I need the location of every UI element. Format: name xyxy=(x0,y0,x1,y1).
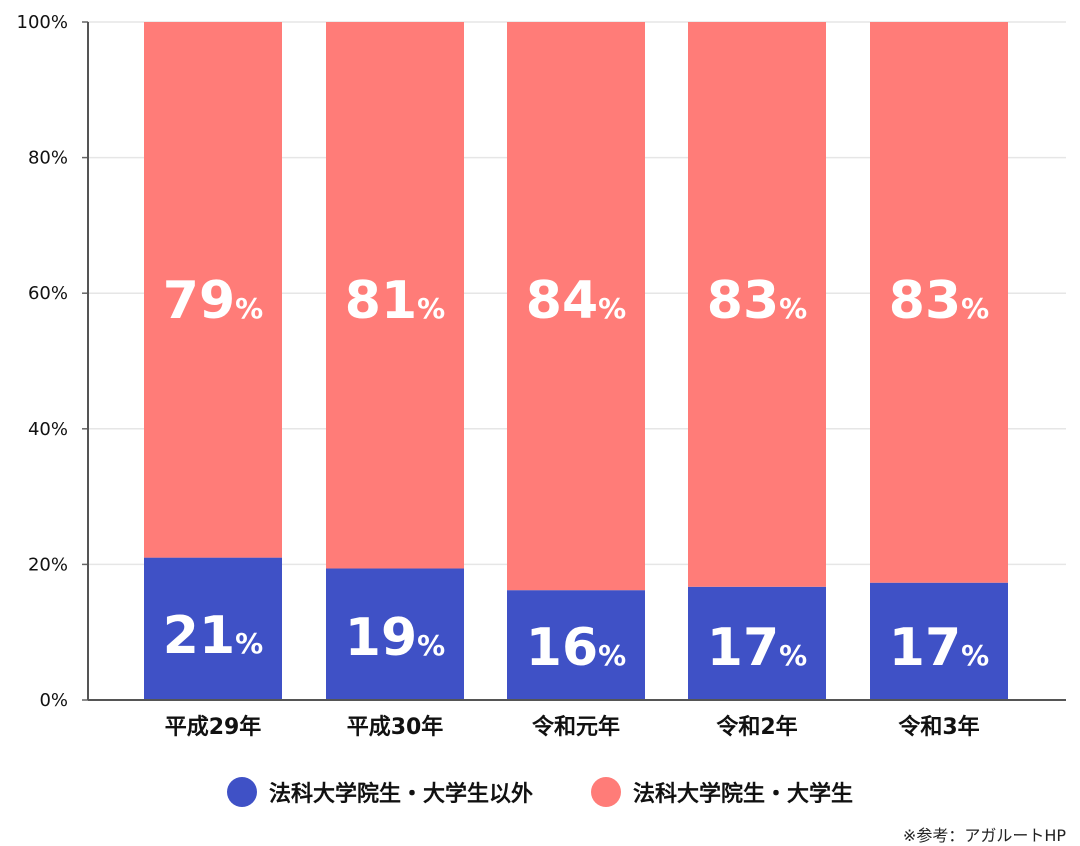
data-label-non-student: 17% xyxy=(889,618,989,678)
bar-segment-non-student xyxy=(688,586,826,700)
axes xyxy=(82,21,1066,701)
x-tick-label: 令和3年 xyxy=(898,714,979,740)
bar-segment-student xyxy=(144,22,282,558)
data-label-non-student: 17% xyxy=(707,618,807,678)
y-tick-label: 60% xyxy=(28,283,68,304)
bar-segment-non-student xyxy=(144,557,282,700)
legend-item-student: 法科大学院生・大学生 xyxy=(591,776,853,808)
x-tick-label: 令和元年 xyxy=(532,714,620,740)
y-tick-label: 100% xyxy=(17,12,68,33)
legend: 法科大学院生・大学生以外 法科大学院生・大学生 xyxy=(0,776,1080,808)
data-label-student: 84% xyxy=(526,271,626,331)
x-tick-label: 平成29年 xyxy=(165,714,262,740)
bar-segment-student xyxy=(326,22,464,569)
legend-swatch-student xyxy=(591,777,621,807)
labels: 0% 20% 40% 60% 80% 100% 79% 21% 平成29年 81% 19% 平成30年… xyxy=(17,12,990,740)
bar-segment-non-student xyxy=(870,582,1008,700)
legend-item-non-student: 法科大学院生・大学生以外 xyxy=(226,776,533,808)
data-label-student: 81% xyxy=(345,271,445,331)
bar-segment-non-student xyxy=(326,568,464,700)
bar-segment-student xyxy=(507,22,645,591)
data-label-student: 83% xyxy=(889,271,989,331)
legend-label-non-student: 法科大学院生・大学生以外 xyxy=(268,782,533,807)
bar-segment-student xyxy=(870,22,1008,583)
bars xyxy=(144,22,1008,700)
data-label-non-student: 16% xyxy=(526,618,626,678)
data-label-student: 79% xyxy=(163,271,263,331)
y-tick-label: 20% xyxy=(28,554,68,575)
x-tick-label: 令和2年 xyxy=(716,714,797,740)
y-tick-label: 0% xyxy=(39,690,68,711)
data-label-student: 83% xyxy=(707,271,807,331)
data-label-non-student: 21% xyxy=(163,606,263,666)
x-tick-label: 平成30年 xyxy=(347,714,444,740)
y-tick-label: 80% xyxy=(28,148,68,169)
stacked-bar-chart: 0% 20% 40% 60% 80% 100% 79% 21% 平成29年 81% 19% 平成30年… xyxy=(17,12,1066,740)
y-tick-label: 40% xyxy=(28,419,68,440)
legend-swatch-non-student xyxy=(226,777,257,807)
source-note: ※参考：アガルートHP xyxy=(902,826,1066,845)
data-label-non-student: 19% xyxy=(345,608,445,668)
bar-segment-student xyxy=(688,22,826,587)
legend-label-student: 法科大学院生・大学生 xyxy=(633,782,854,807)
bar-segment-non-student xyxy=(507,590,645,700)
